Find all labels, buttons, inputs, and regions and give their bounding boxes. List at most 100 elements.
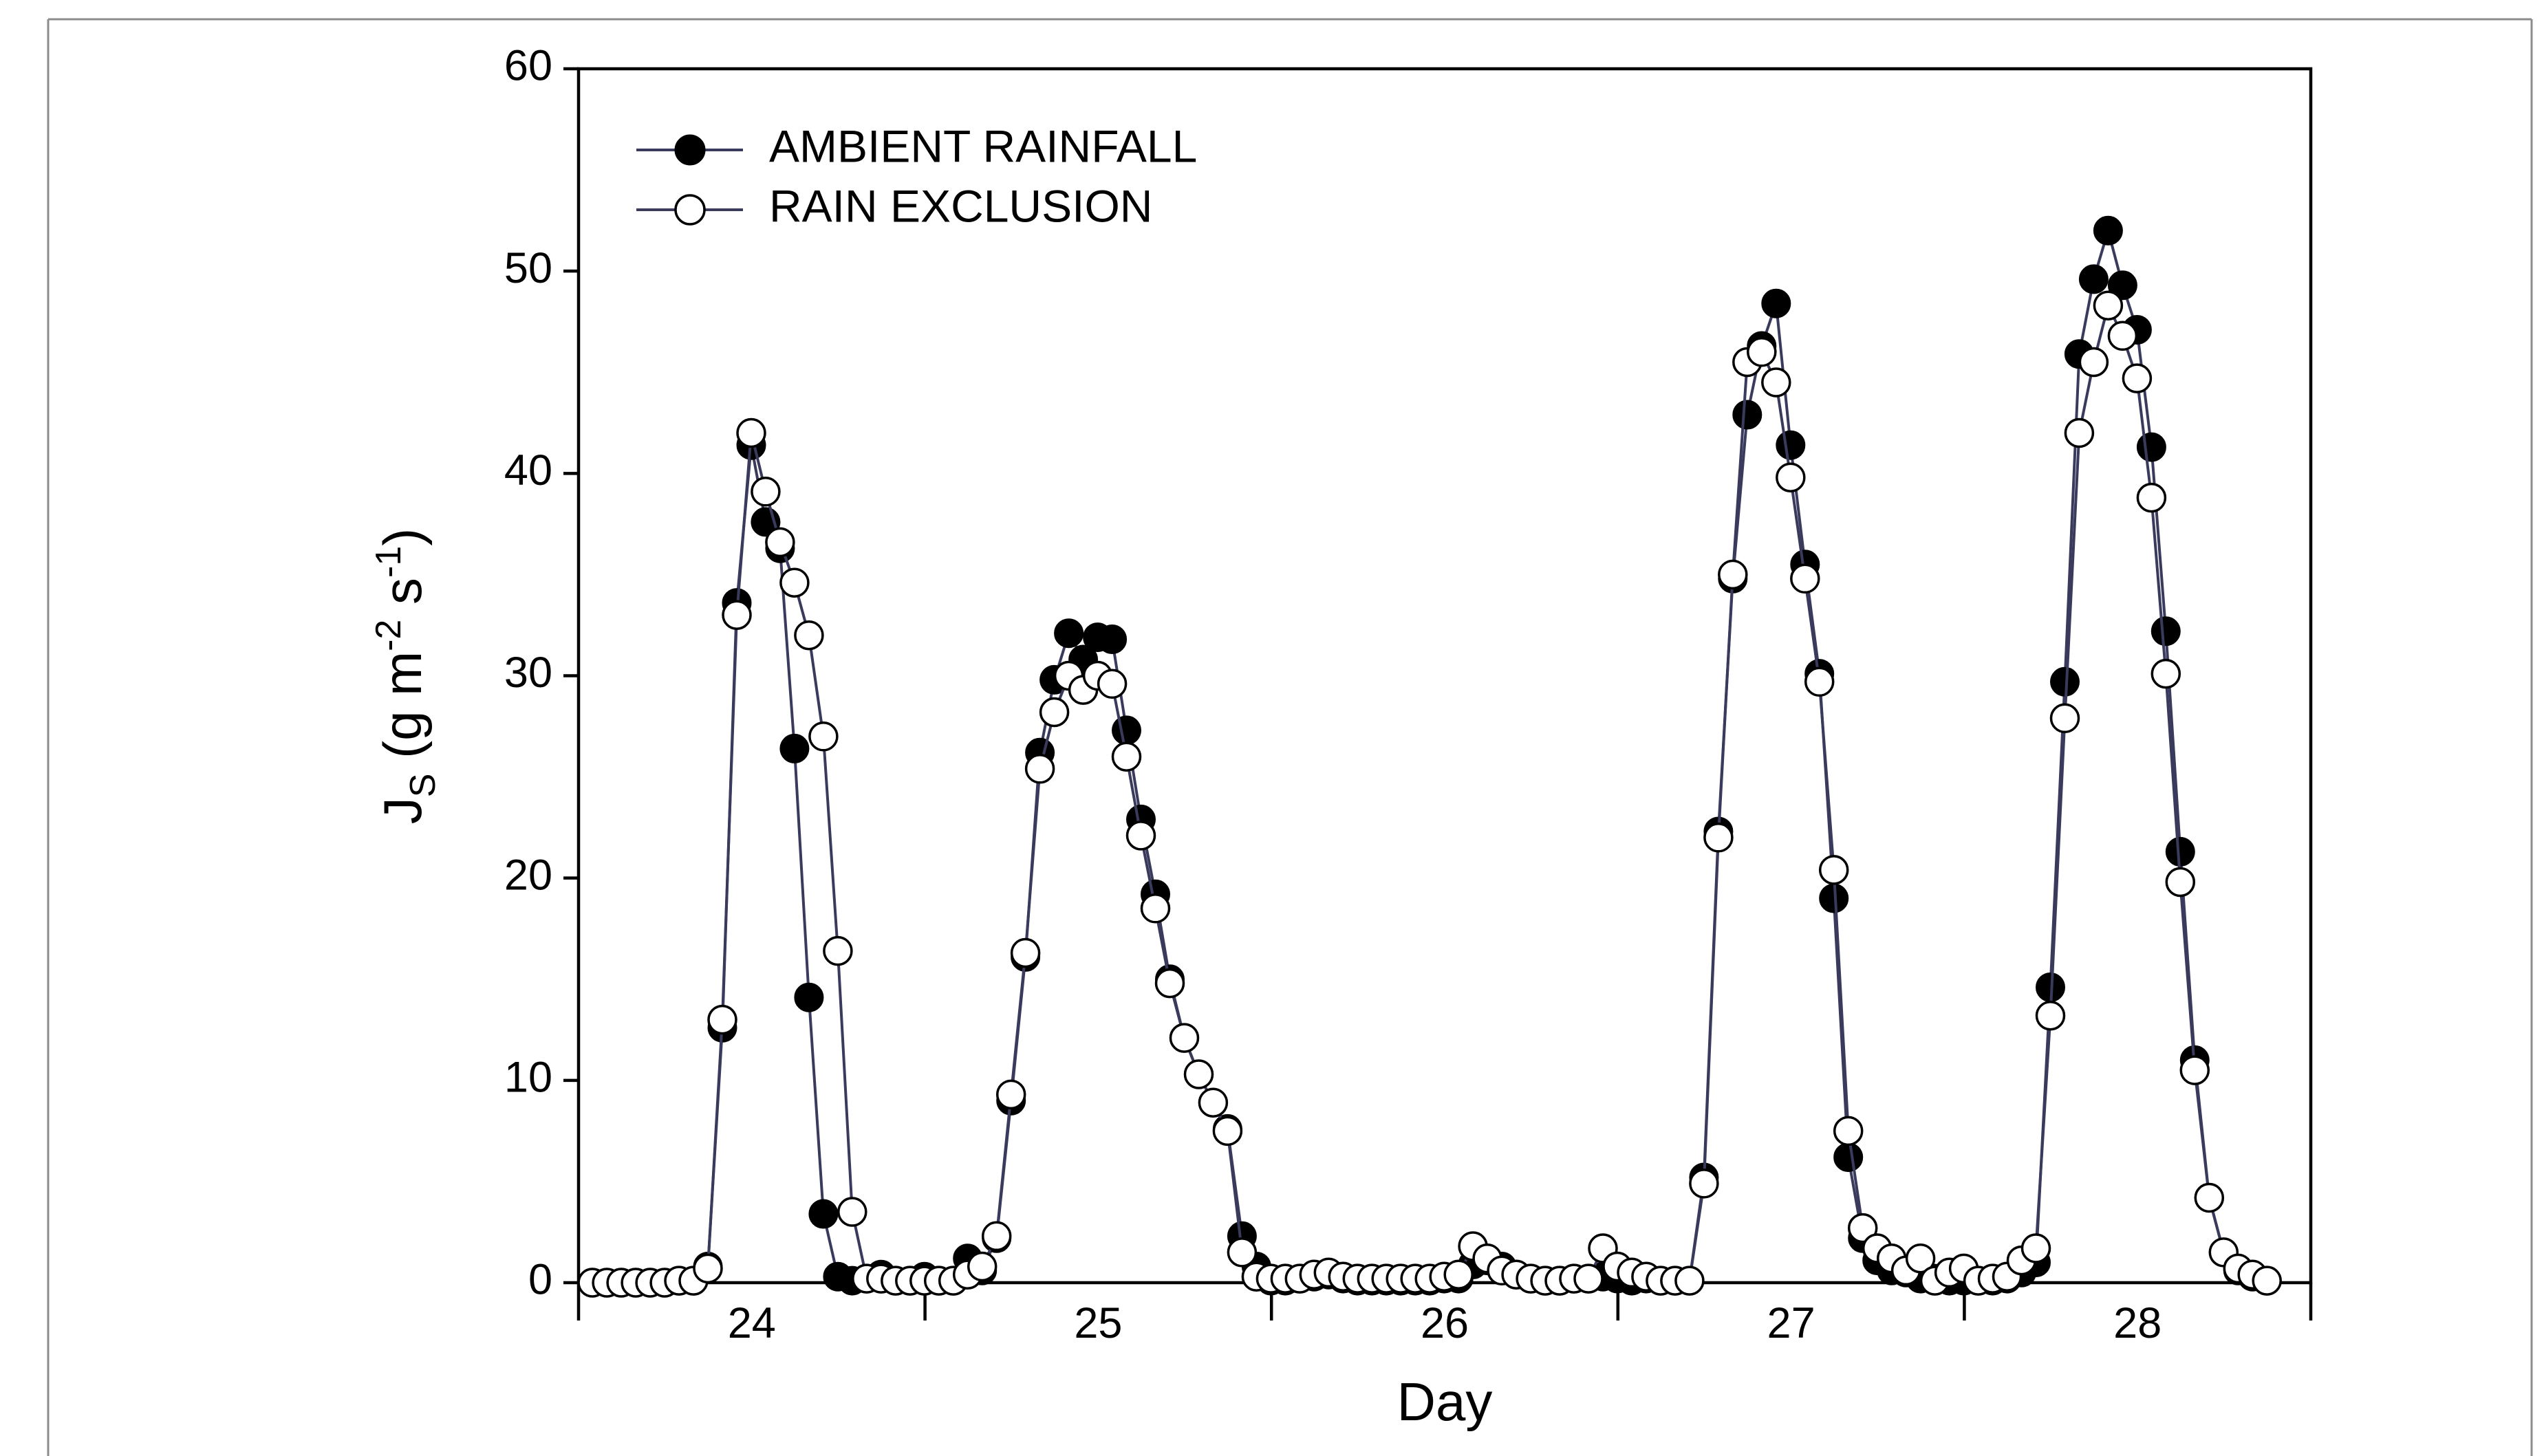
data-point-rain-exclusion bbox=[1125, 821, 1156, 851]
data-point-rain-exclusion bbox=[823, 935, 853, 966]
data-point-rain-exclusion bbox=[2064, 417, 2095, 448]
data-point-rain-exclusion bbox=[1776, 462, 1806, 492]
data-point-rain-exclusion bbox=[2122, 363, 2153, 393]
y-axis-title-subscript: S bbox=[403, 774, 443, 798]
series-line-ambient-rainfall bbox=[592, 225, 2267, 1284]
data-point-rain-exclusion bbox=[995, 1079, 1026, 1110]
data-point-rain-exclusion bbox=[1111, 741, 1142, 772]
data-point-rain-exclusion bbox=[1573, 1263, 1604, 1294]
series-ambient-rainfall bbox=[577, 215, 2282, 1298]
y-axis-title-exponent-2: -1 bbox=[369, 546, 409, 578]
data-point-rain-exclusion bbox=[794, 620, 824, 651]
y-tick-label: 20 bbox=[504, 851, 552, 899]
series-layer bbox=[577, 215, 2282, 1298]
legend-label-rain-exclusion: RAIN EXCLUSION bbox=[769, 180, 1152, 231]
data-point-rain-exclusion bbox=[779, 567, 810, 598]
y-tick-label: 40 bbox=[504, 446, 552, 495]
data-point-rain-exclusion bbox=[1039, 697, 1070, 728]
data-point-ambient-rainfall bbox=[1112, 715, 1141, 746]
data-point-rain-exclusion bbox=[1097, 669, 1128, 699]
data-point-ambient-rainfall bbox=[1054, 618, 1084, 649]
x-axis-title: Day bbox=[1397, 1371, 1493, 1432]
data-point-rain-exclusion bbox=[808, 721, 839, 752]
data-point-rain-exclusion bbox=[1905, 1243, 1936, 1274]
data-point-rain-exclusion bbox=[1183, 1059, 1214, 1089]
data-point-rain-exclusion bbox=[1154, 968, 1185, 999]
data-point-rain-exclusion bbox=[2252, 1265, 2282, 1296]
x-tick-label: 26 bbox=[1421, 1299, 1469, 1347]
data-point-ambient-rainfall bbox=[1776, 430, 1806, 460]
data-point-rain-exclusion bbox=[2093, 290, 2124, 320]
y-axis-title-open: (g m bbox=[372, 651, 433, 774]
data-point-rain-exclusion bbox=[967, 1251, 998, 1282]
data-point-rain-exclusion bbox=[837, 1197, 867, 1227]
y-axis: 0 10 20 30 40 50 60 bbox=[504, 42, 579, 1304]
data-point-rain-exclusion bbox=[2035, 1000, 2066, 1031]
x-axis: 24 25 26 27 28 bbox=[576, 1283, 2313, 1347]
data-point-rain-exclusion bbox=[1227, 1237, 1258, 1268]
data-point-rain-exclusion bbox=[1443, 1259, 1474, 1290]
data-point-rain-exclusion bbox=[1833, 1116, 1864, 1147]
data-point-rain-exclusion bbox=[751, 477, 781, 507]
data-point-ambient-rainfall bbox=[1097, 624, 1128, 654]
data-point-rain-exclusion bbox=[981, 1221, 1012, 1252]
data-point-ambient-rainfall bbox=[2150, 616, 2181, 646]
legend-marker-ambient-rainfall bbox=[674, 134, 706, 166]
y-tick-label: 50 bbox=[504, 244, 552, 292]
data-point-ambient-rainfall bbox=[1833, 1142, 1864, 1173]
y-tick-label: 0 bbox=[528, 1256, 552, 1304]
legend-label-ambient-rainfall: AMBIENT RAINFALL bbox=[769, 120, 1197, 171]
x-tick-label: 28 bbox=[2113, 1299, 2162, 1347]
x-tick-label: 25 bbox=[1074, 1299, 1122, 1347]
data-point-rain-exclusion bbox=[1689, 1169, 1719, 1199]
data-point-rain-exclusion bbox=[2020, 1233, 2051, 1263]
data-point-rain-exclusion bbox=[2078, 347, 2109, 378]
data-point-rain-exclusion bbox=[722, 600, 752, 630]
data-point-rain-exclusion bbox=[1804, 666, 1835, 697]
data-point-rain-exclusion bbox=[2107, 320, 2138, 351]
data-point-ambient-rainfall bbox=[2078, 264, 2109, 294]
x-tick-label: 27 bbox=[1767, 1299, 1815, 1347]
data-point-rain-exclusion bbox=[1703, 823, 1734, 853]
y-axis-title-close: ) bbox=[372, 528, 433, 546]
y-axis-title-exponent-1: -2 bbox=[369, 620, 409, 651]
data-point-rain-exclusion bbox=[2194, 1182, 2225, 1213]
legend-marker-rain-exclusion bbox=[674, 194, 706, 226]
data-point-ambient-rainfall bbox=[2093, 215, 2123, 246]
legend: AMBIENT RAINFALL RAIN EXCLUSION bbox=[636, 120, 1197, 231]
data-point-rain-exclusion bbox=[2179, 1055, 2210, 1085]
data-point-ambient-rainfall bbox=[2107, 270, 2137, 301]
data-point-rain-exclusion bbox=[1198, 1087, 1229, 1118]
data-point-rain-exclusion bbox=[2150, 658, 2181, 689]
data-point-ambient-rainfall bbox=[2136, 432, 2166, 462]
data-point-rain-exclusion bbox=[693, 1253, 723, 1284]
data-point-rain-exclusion bbox=[1761, 367, 1791, 398]
data-point-rain-exclusion bbox=[1024, 754, 1055, 784]
data-point-rain-exclusion bbox=[1818, 855, 1849, 885]
legend-item-ambient-rainfall: AMBIENT RAINFALL bbox=[636, 120, 1197, 171]
data-point-rain-exclusion bbox=[1718, 559, 1748, 590]
data-point-rain-exclusion bbox=[765, 527, 795, 558]
data-point-rain-exclusion bbox=[2136, 482, 2167, 513]
data-point-ambient-rainfall bbox=[2165, 836, 2195, 867]
y-tick-label: 60 bbox=[504, 42, 552, 90]
data-point-ambient-rainfall bbox=[794, 982, 824, 1012]
data-point-rain-exclusion bbox=[2049, 703, 2080, 734]
y-tick-label: 10 bbox=[504, 1053, 552, 1101]
y-axis-title-main: J bbox=[372, 797, 433, 824]
data-point-rain-exclusion bbox=[2165, 867, 2196, 898]
x-tick-label: 24 bbox=[728, 1299, 776, 1347]
series-line-rain-exclusion bbox=[592, 301, 2267, 1284]
data-point-rain-exclusion bbox=[707, 1004, 737, 1035]
data-point-rain-exclusion bbox=[1674, 1265, 1705, 1296]
data-point-rain-exclusion bbox=[1212, 1116, 1243, 1147]
legend-item-rain-exclusion: RAIN EXCLUSION bbox=[636, 180, 1152, 231]
data-point-rain-exclusion bbox=[1847, 1213, 1878, 1243]
y-axis-title-mid: s bbox=[372, 578, 433, 620]
data-point-rain-exclusion bbox=[736, 417, 766, 448]
data-point-rain-exclusion bbox=[1010, 937, 1041, 968]
y-axis-title: JS (g m-2 s-1) bbox=[369, 528, 443, 825]
data-point-rain-exclusion bbox=[1790, 563, 1820, 594]
plot-area bbox=[576, 67, 2313, 1285]
